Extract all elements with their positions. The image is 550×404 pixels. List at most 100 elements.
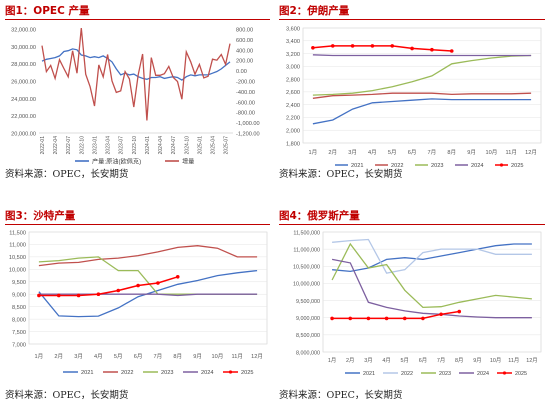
legend-marker [502, 371, 507, 375]
x-tick-label: 8月 [447, 149, 456, 156]
legend-label: 2023 [161, 370, 173, 376]
data-point [311, 46, 315, 50]
data-point [457, 309, 462, 314]
series-line [312, 54, 532, 57]
x-tick-label: 2025-04 [211, 136, 217, 155]
y-tick-label: 7,000 [12, 342, 26, 348]
title-rule [279, 19, 545, 20]
data-point [410, 46, 414, 51]
source-note: 资料来源：OPEC，长安期货 [279, 390, 403, 401]
x-tick-label: 2024-10 [184, 136, 190, 155]
x-tick-label: 12月 [526, 357, 537, 364]
x-tick-label: 12月 [251, 353, 263, 360]
series-line [331, 242, 532, 309]
source-note: 资料来源：OPEC，长安期货 [5, 390, 129, 401]
legend-label: 2022 [121, 370, 133, 376]
legend-label: 2025 [511, 163, 523, 168]
x-tick-label: 2022-01 [40, 136, 46, 155]
y-tick-label: 1,800 [286, 141, 300, 147]
x-tick-label: 5月 [388, 149, 397, 156]
y-tick-label-right: 800.00 [236, 28, 253, 34]
y-tick-label: 7,500 [12, 330, 26, 336]
x-tick-label: 6月 [134, 353, 143, 360]
series-line [312, 45, 452, 52]
legend-label: 2024 [477, 371, 489, 377]
legend-label: 2023 [431, 163, 443, 168]
x-tick-label: 3月 [348, 149, 357, 156]
x-tick-label: 4月 [94, 353, 103, 360]
y-tick-label: 8,500,000 [296, 333, 320, 339]
series-line [312, 98, 532, 125]
x-tick-label: 2月 [346, 357, 354, 364]
title-rule [5, 224, 270, 225]
x-tick-label: 2023-07 [119, 136, 125, 155]
x-tick-label: 2023-01 [92, 136, 98, 155]
panel-russia: 图4：俄罗斯产量 11,500,000 11,000,000 10,500,000 1… [279, 208, 545, 402]
series-line [332, 238, 532, 274]
legend-label: 增量 [182, 158, 194, 166]
x-tick-label: 1月 [328, 357, 336, 364]
plot-area [302, 27, 542, 144]
y-tick-label-left: 28,000.00 [11, 62, 36, 68]
x-tick-label: 7月 [428, 149, 437, 156]
x-tick-label: 2023-10 [132, 136, 138, 155]
data-point [37, 293, 41, 298]
series-line [312, 54, 532, 96]
y-tick-label-left: 26,000.00 [11, 80, 36, 86]
y-tick-label-left: 20,000.00 [11, 132, 36, 138]
chart-saudi-production: 11,500 11,000 10,500 10,000 9,500 9,000 8,500 8… [9, 230, 268, 376]
y-tick-label: 9,000 [12, 293, 26, 299]
data-point [175, 275, 180, 279]
series-line [41, 27, 231, 121]
y-tick-label-right: -1,000.00 [236, 121, 260, 127]
y-tick-label-right: -1,200.00 [236, 132, 260, 138]
legend-label: 产量:原油(欧佩克) [92, 158, 141, 166]
data-point [421, 316, 425, 321]
y-tick-label: 2,800 [286, 77, 300, 83]
x-tick-label: 10月 [212, 353, 224, 360]
y-tick-label: 3,600 [286, 26, 300, 32]
data-point [350, 44, 355, 48]
series-line [312, 92, 532, 99]
legend-label: 2025 [241, 370, 253, 376]
y-tick-label: 11,500 [9, 230, 26, 236]
y-tick-label-right: 600.00 [236, 38, 253, 44]
plot-area [322, 231, 542, 353]
x-tick-label: 11月 [232, 353, 243, 360]
data-point [439, 312, 443, 317]
y-tick-label: 11,000,000 [293, 247, 320, 253]
y-tick-label-right: 400.00 [236, 48, 253, 54]
y-tick-label: 11,500,000 [293, 230, 320, 236]
x-tick-label: 5月 [114, 353, 123, 360]
y-tick-label: 9,500 [12, 280, 26, 286]
y-tick-label: 2,200 [286, 116, 300, 122]
data-point [330, 316, 334, 321]
y-tick-label: 8,000 [12, 317, 26, 323]
legend-label: 2022 [391, 163, 403, 168]
y-tick-label: 3,200 [286, 52, 300, 58]
chart-title: 图1：OPEC 产量 [5, 5, 90, 17]
panel-opec: 图1：OPEC 产量 32,000.00 30,000.00 28,000.00 26… [5, 3, 270, 185]
data-point [56, 293, 61, 298]
y-tick-label-right: -200.00 [236, 80, 255, 86]
x-tick-label: 8月 [173, 353, 182, 360]
plot-area [28, 231, 268, 345]
y-tick-label-right: 200.00 [236, 59, 253, 65]
chart-russia-production: 11,500,000 11,000,000 10,500,000 10,000,000… [293, 230, 542, 377]
chart-iran-production: 3,600 3,400 3,200 3,000 2,800 2,600 2,400 2,200… [286, 26, 542, 168]
x-tick-label: 2024-04 [158, 136, 164, 155]
series-line [38, 276, 179, 297]
x-tick-label: 2022-10 [79, 136, 85, 155]
x-tick-label: 2025-01 [197, 136, 203, 155]
x-tick-label: 2022-07 [66, 136, 72, 155]
x-tick-label: 3月 [364, 357, 372, 364]
legend-label: 2024 [471, 163, 483, 168]
series-line [38, 293, 258, 297]
y-tick-label: 2,000 [286, 129, 300, 135]
y-tick-label: 2,600 [286, 90, 300, 96]
y-tick-label-left: 30,000.00 [11, 45, 36, 51]
x-tick-label: 2022-04 [53, 136, 59, 155]
title-rule [5, 19, 270, 20]
legend-label: 2021 [351, 163, 363, 168]
x-tick-label: 11月 [506, 149, 517, 156]
